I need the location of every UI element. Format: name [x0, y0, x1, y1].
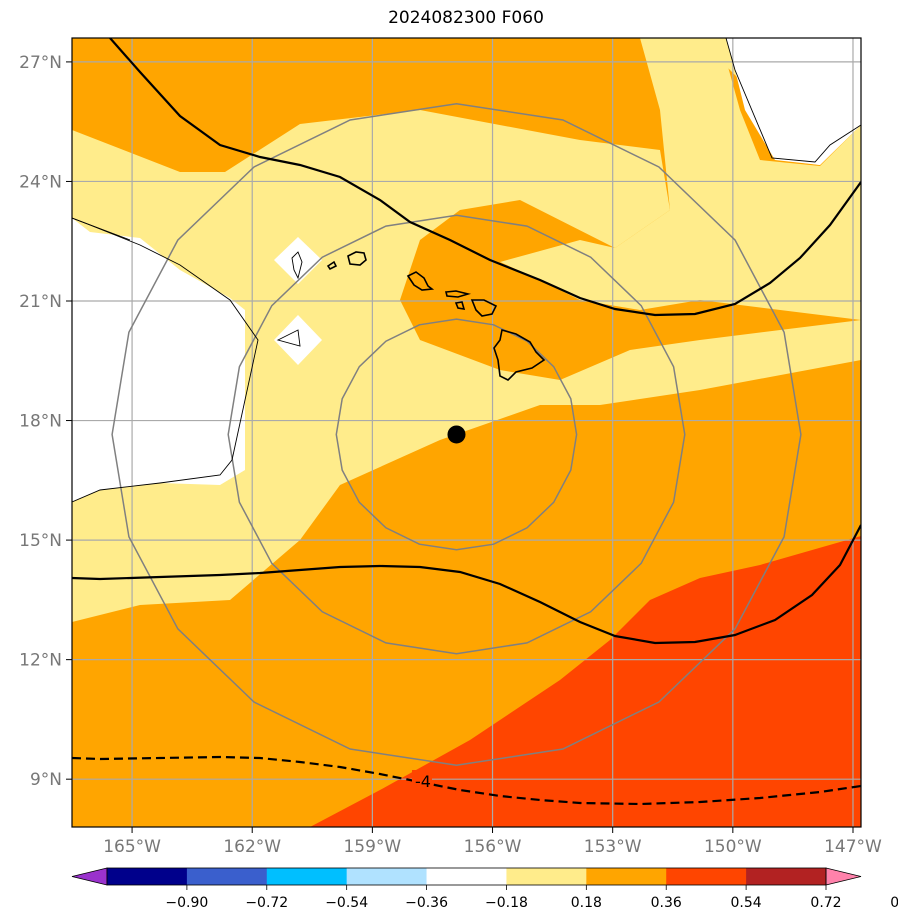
fill-white-northeast-region — [726, 38, 861, 165]
lat-tick-label: 15°N — [19, 531, 62, 551]
fill-white-diamond-north — [274, 237, 322, 284]
island-kauai — [347, 251, 367, 266]
island-molokai — [444, 290, 472, 298]
fill-red-orange-region — [310, 536, 861, 827]
island-south-outline — [276, 329, 301, 347]
fill-white-west-region — [72, 218, 245, 502]
colorbar-frame — [106, 867, 827, 886]
contour-south — [72, 524, 861, 645]
colorbar-segment — [426, 868, 507, 885]
contour-dashed — [72, 755, 861, 806]
storm-center-marker — [447, 425, 466, 444]
map-frame — [71, 37, 862, 828]
range-ring — [335, 318, 578, 551]
range-rings — [111, 103, 802, 766]
lon-tick-label: 150°W — [704, 837, 762, 857]
gridlines — [72, 38, 861, 827]
colorbar-segment — [666, 868, 747, 885]
range-ring — [111, 103, 802, 766]
lon-tick-label: 147°W — [824, 837, 882, 857]
island-oahu — [406, 271, 435, 291]
fill-light-yellow-northeast — [500, 38, 861, 320]
colorbar-label: −0.72 — [245, 895, 288, 911]
colorbar-extend-low — [71, 867, 108, 886]
map-title: 2024082300 F060 — [388, 8, 544, 28]
island-maui — [470, 299, 498, 317]
colorbar-label: −0.36 — [405, 895, 448, 911]
contour-north — [109, 38, 861, 317]
lon-tick-label: 156°W — [464, 837, 522, 857]
colorbar-label: 0.18 — [571, 895, 602, 911]
contour-label: -4 — [415, 772, 431, 791]
lat-tick-label: 21°N — [19, 292, 62, 312]
colorbar-label: 0.36 — [651, 895, 682, 911]
island-nihoa-outline — [291, 251, 303, 280]
lat-tick-label: 12°N — [19, 651, 62, 671]
colorbar: −0.90 −0.72 −0.54 −0.36 −0.18 0.18 0.36 0.54 0.7… — [71, 867, 898, 911]
island-lanai — [454, 301, 466, 310]
colorbar-segment — [107, 868, 188, 885]
lon-tick-label: 153°W — [584, 837, 642, 857]
range-ring — [227, 214, 686, 655]
colorbar-label: −0.18 — [485, 895, 528, 911]
colorbar-segment — [266, 868, 348, 885]
lon-tick-label: 159°W — [343, 837, 401, 857]
colorbar-label: 0.90 — [890, 895, 898, 911]
colorbar-label: −0.90 — [165, 895, 208, 911]
island-niihau — [326, 260, 338, 271]
lon-tick-label: 165°W — [103, 837, 161, 857]
colorbar-label: −0.54 — [325, 895, 368, 911]
island-big-island — [493, 328, 546, 381]
lat-tick-label: 18°N — [19, 412, 62, 432]
colorbar-segment — [186, 868, 268, 885]
fill-light-yellow-region — [72, 38, 861, 622]
contour-label-bg — [412, 770, 432, 790]
colorbar-segment — [586, 868, 667, 885]
colorbar-segment — [746, 868, 827, 885]
fill-white-diamond-south — [274, 315, 322, 365]
axis-ticks: 165°W 162°W 159°W 156°W 153°W 150°W 147°W 9°N 12… — [19, 53, 882, 857]
lat-tick-label: 27°N — [19, 53, 62, 73]
colorbar-label: 0.72 — [810, 895, 841, 911]
boundary-line-west — [72, 217, 259, 503]
boundary-line-northeast — [725, 38, 861, 163]
lon-tick-label: 162°W — [223, 837, 281, 857]
colorbar-label: 0.54 — [731, 895, 762, 911]
hawaiian-islands — [326, 251, 546, 381]
boundary-line-west-small — [72, 217, 131, 241]
colorbar-extend-high — [825, 867, 862, 886]
colorbar-segment — [346, 868, 428, 885]
lat-tick-label: 24°N — [19, 172, 62, 192]
lat-tick-label: 9°N — [30, 770, 62, 790]
colorbar-segment — [506, 868, 587, 885]
